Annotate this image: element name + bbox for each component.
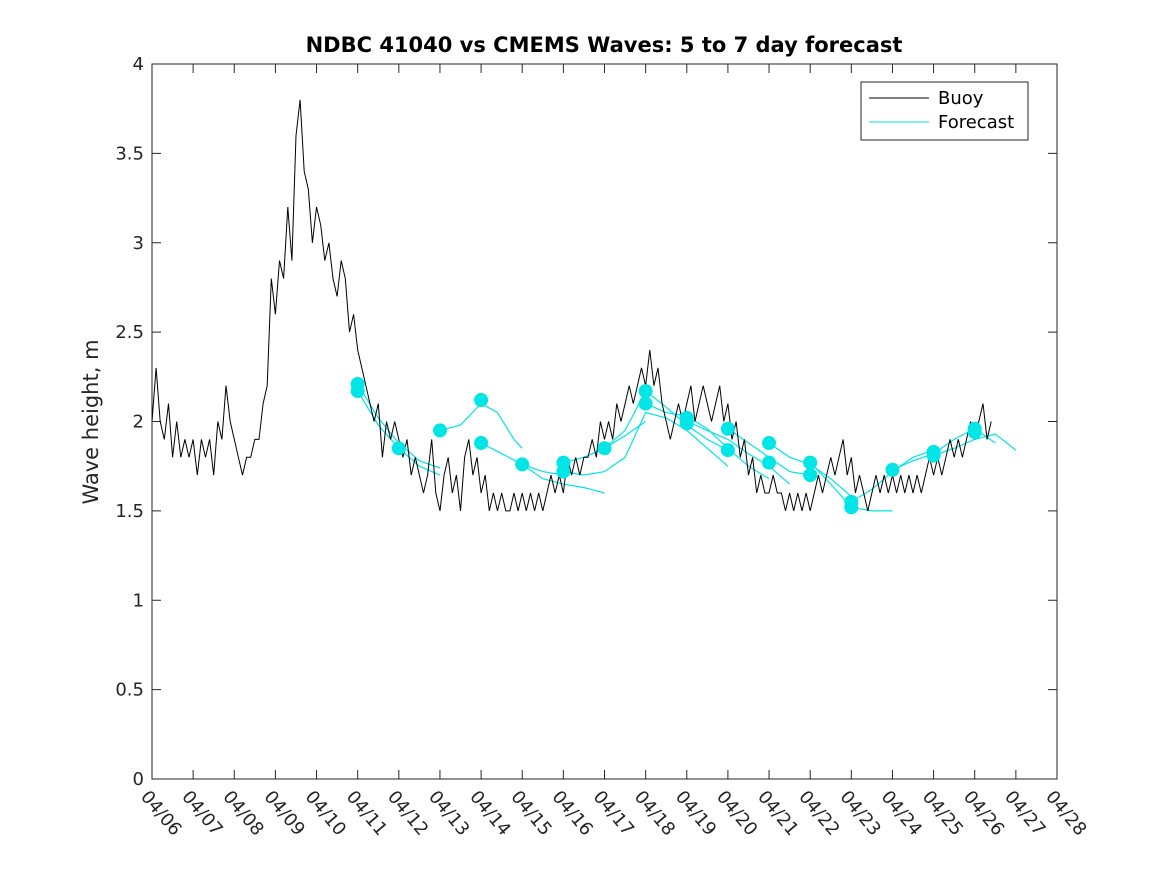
legend-box	[860, 81, 1029, 141]
y-tick-label: 1	[133, 590, 144, 611]
y-axis-label: Wave height, m	[79, 339, 103, 504]
forecast-marker	[679, 416, 694, 431]
forecast-line	[604, 390, 729, 451]
forecast-line	[357, 383, 441, 469]
x-tick-label: 04/25	[918, 787, 967, 840]
x-tick-label: 04/15	[506, 787, 555, 840]
y-tick-label: 3	[133, 233, 144, 254]
x-tick-label: 04/27	[1000, 787, 1049, 840]
forecast-marker	[762, 455, 776, 470]
x-tick-label: 04/10	[301, 787, 350, 840]
x-tick-label: 04/06	[136, 787, 185, 840]
x-tick-label: 04/24	[877, 787, 926, 840]
x-tick-label: 04/26	[959, 787, 1008, 840]
x-tick-label: 04/28	[1041, 787, 1090, 840]
x-tick-label: 04/08	[218, 787, 267, 840]
x-tick-label: 04/17	[589, 787, 638, 840]
forecast-marker	[597, 441, 612, 456]
x-tick-label: 04/22	[794, 787, 843, 840]
plot-frame	[151, 63, 1058, 780]
forecast-marker	[350, 377, 365, 391]
forecast-marker	[803, 468, 818, 483]
forecast-marker	[638, 384, 653, 399]
forecast-marker	[638, 396, 653, 411]
chart-title: NDBC 41040 vs CMEMS Waves: 5 to 7 day fo…	[306, 33, 903, 57]
x-tick-label: 04/23	[835, 787, 884, 840]
forecast-line	[439, 402, 523, 449]
y-tick-label: 2.5	[115, 322, 144, 343]
forecast-line	[686, 420, 790, 485]
forecast-marker	[967, 421, 982, 436]
x-tick-label: 04/20	[712, 787, 761, 840]
y-tick-label: 3.5	[115, 143, 144, 164]
x-tick-label: 04/11	[342, 787, 391, 840]
x-tick-label: 04/13	[424, 787, 473, 840]
x-tick-label: 04/16	[548, 787, 597, 840]
legend: Buoy Forecast	[860, 81, 1029, 141]
x-tick-label: 04/07	[177, 787, 226, 840]
series-group	[151, 99, 1017, 515]
forecast-marker	[474, 393, 489, 407]
forecast-marker	[474, 436, 489, 450]
x-tick-label: 04/12	[383, 787, 432, 840]
y-tick-label: 1.5	[115, 501, 144, 522]
buoy-line	[151, 99, 992, 512]
y-tick-label: 4	[133, 54, 144, 75]
forecast-line	[563, 411, 729, 476]
x-tick-label: 04/14	[465, 787, 514, 840]
forecast-line	[521, 463, 605, 494]
y-tick-label: 0	[133, 769, 144, 790]
forecast-marker	[926, 444, 941, 459]
x-tick-label: 04/09	[260, 787, 309, 840]
forecast-marker	[391, 441, 406, 456]
forecast-marker	[803, 455, 818, 470]
y-tick-label: 0.5	[115, 680, 144, 701]
forecast-marker	[762, 436, 776, 450]
forecast-line	[645, 403, 770, 480]
forecast-marker	[433, 423, 447, 438]
forecast-marker	[556, 464, 571, 479]
x-tick-label: 04/19	[671, 787, 720, 840]
legend-forecast-label: Forecast	[938, 112, 1014, 133]
forecast-marker	[844, 494, 859, 509]
forecast-marker	[885, 462, 900, 477]
x-tick-label: 04/21	[753, 787, 802, 840]
forecast-marker	[515, 457, 530, 472]
y-tick-label: 2	[133, 412, 144, 433]
forecast-marker	[720, 443, 735, 458]
forecast-marker	[720, 421, 735, 436]
legend-buoy-label: Buoy	[938, 88, 984, 109]
x-tick-label: 04/18	[630, 787, 679, 840]
